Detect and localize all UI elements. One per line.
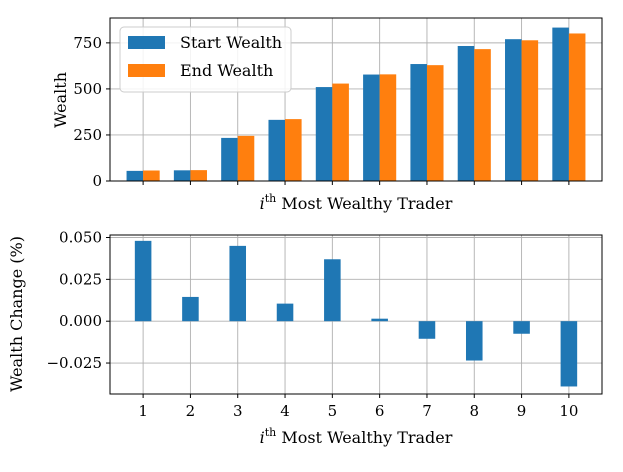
bar-start-wealth-2 bbox=[173, 170, 191, 181]
x-tick-label: 10 bbox=[559, 402, 578, 420]
bar-wealth-change-2 bbox=[182, 296, 199, 322]
y-tick-label: 500 bbox=[73, 80, 102, 98]
bar-wealth-change-5 bbox=[324, 259, 341, 322]
bottom-wealth-change-chart: 1 2 3 4 5 6 7 8 9 10 −0.025 0.000 0.025 0.050 Wealth … bbox=[7, 229, 603, 447]
bar-start-wealth-9 bbox=[505, 39, 522, 182]
bar-end-wealth-7 bbox=[426, 65, 444, 181]
legend-label: Start Wealth bbox=[180, 33, 282, 52]
legend-label: End Wealth bbox=[180, 61, 273, 80]
y-tick-label: 250 bbox=[73, 126, 102, 144]
y-tick-label: 750 bbox=[73, 34, 102, 52]
bar-end-wealth-6 bbox=[379, 74, 397, 181]
bar-wealth-change-10 bbox=[560, 321, 578, 387]
x-tick-label: 1 bbox=[138, 402, 148, 420]
x-tick-label: 6 bbox=[375, 402, 385, 420]
y-tick-label: 0.050 bbox=[59, 229, 102, 247]
bar-end-wealth-2 bbox=[190, 170, 207, 181]
bar-end-wealth-5 bbox=[332, 83, 349, 181]
top-x-axis-label: ith Most Wealthy Trader bbox=[260, 192, 453, 213]
bar-start-wealth-1 bbox=[126, 170, 144, 181]
bar-wealth-change-3 bbox=[229, 245, 247, 322]
x-tick-label: 3 bbox=[233, 402, 243, 420]
bar-wealth-change-6 bbox=[371, 318, 388, 322]
y-tick-label: 0 bbox=[92, 172, 102, 190]
bar-start-wealth-3 bbox=[221, 137, 238, 181]
top-y-axis-label: Wealth bbox=[51, 72, 70, 128]
top-plot-frame bbox=[109, 17, 603, 182]
y-tick-label: 0.000 bbox=[59, 312, 102, 330]
y-tick-label: −0.025 bbox=[46, 354, 102, 372]
bar-start-wealth-8 bbox=[457, 45, 475, 181]
bar-end-wealth-10 bbox=[568, 33, 586, 181]
x-tick-label: 8 bbox=[469, 402, 479, 420]
x-tick-label: 9 bbox=[517, 402, 527, 420]
bar-start-wealth-6 bbox=[363, 74, 380, 181]
x-tick-label: 7 bbox=[422, 402, 432, 420]
x-axis-label-superscript: th bbox=[265, 192, 277, 205]
x-tick-label: 2 bbox=[186, 402, 196, 420]
legend-swatch bbox=[128, 36, 165, 49]
bottom-x-axis-label: ith Most Wealthy Trader bbox=[260, 426, 453, 447]
x-axis-label-text: Most Wealthy Trader bbox=[276, 194, 453, 213]
bar-end-wealth-9 bbox=[521, 40, 539, 182]
bar-start-wealth-7 bbox=[410, 64, 427, 181]
bar-start-wealth-5 bbox=[315, 87, 333, 181]
x-axis-label-text: Most Wealthy Trader bbox=[276, 428, 453, 447]
bar-wealth-change-4 bbox=[276, 303, 294, 322]
bar-start-wealth-10 bbox=[552, 27, 569, 182]
bar-wealth-change-9 bbox=[513, 321, 530, 334]
bar-end-wealth-1 bbox=[143, 170, 160, 181]
y-tick-label: 0.025 bbox=[59, 270, 102, 288]
bar-wealth-change-8 bbox=[465, 321, 483, 361]
top-wealth-chart: 0 250 500 750 Start Wealth End Wealth Wealth… bbox=[51, 17, 603, 213]
bar-end-wealth-8 bbox=[474, 49, 491, 181]
legend-swatch bbox=[128, 64, 165, 77]
bar-end-wealth-3 bbox=[237, 135, 255, 181]
x-tick-label: 5 bbox=[328, 402, 338, 420]
bottom-y-axis-label: Wealth Change (%) bbox=[7, 236, 26, 392]
x-axis-label-base: i bbox=[260, 428, 265, 447]
bar-start-wealth-4 bbox=[268, 119, 286, 181]
bar-end-wealth-4 bbox=[285, 119, 302, 181]
bar-wealth-change-1 bbox=[134, 240, 152, 322]
bar-wealth-change-7 bbox=[418, 321, 436, 339]
bottom-plot-frame bbox=[109, 234, 603, 395]
x-axis-label-superscript: th bbox=[265, 426, 277, 439]
legend: Start Wealth End Wealth bbox=[119, 26, 292, 93]
x-tick-label: 4 bbox=[280, 402, 290, 420]
x-axis-label-base: i bbox=[260, 194, 265, 213]
